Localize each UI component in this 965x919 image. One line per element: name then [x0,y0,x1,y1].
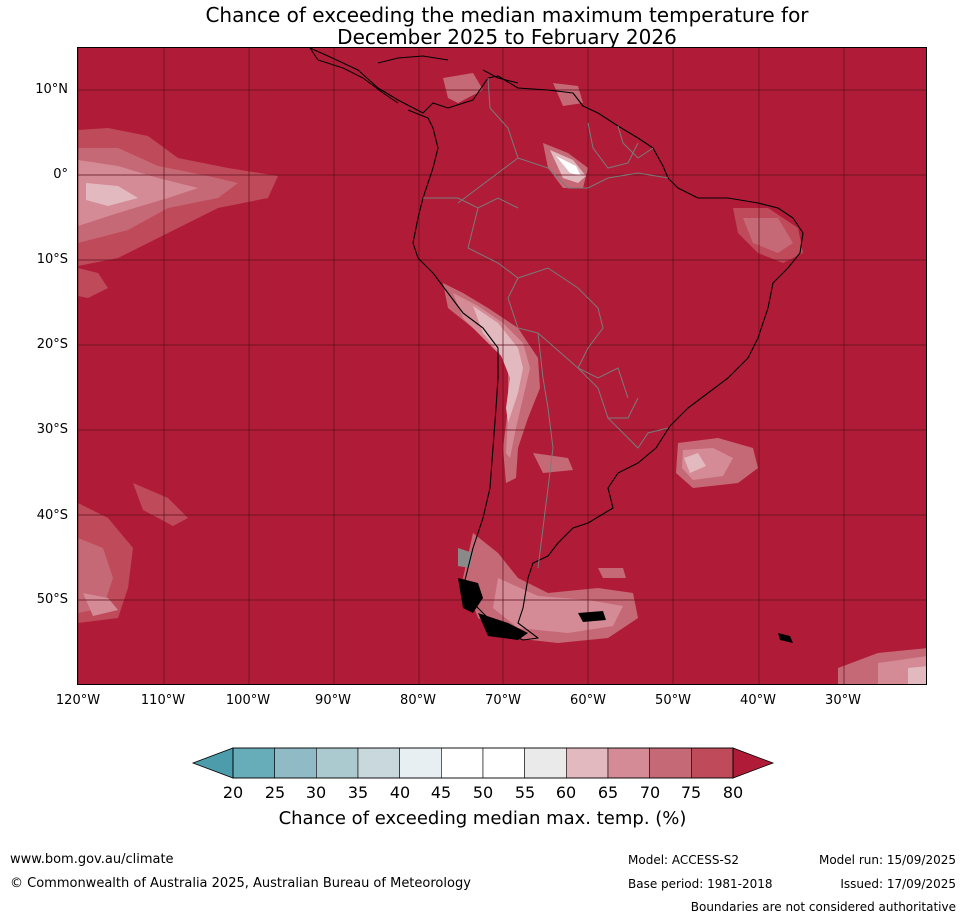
disclaimer-text: Boundaries are not considered authoritat… [690,900,956,914]
colorbar [191,747,775,779]
southern-islands [458,578,793,643]
lon-label-90w: 90°W [315,693,351,708]
colorbar-segment [399,747,442,779]
south-atlantic-anomaly [676,438,758,488]
colorbar-tick-65: 65 [597,783,619,802]
colorbar-segment [566,747,609,779]
lon-label-100w: 100°W [225,693,271,708]
colorbar-segment [316,747,359,779]
lat-label-0: 0° [53,167,68,182]
colorbar-segment [232,747,275,779]
colorbar-tick-80: 80 [722,783,744,802]
issued-text: Issued: 17/09/2025 [840,877,956,891]
lat-label-10n: 10°N [35,82,68,97]
central-america-coastline [309,48,399,104]
colorbar-segment [607,747,650,779]
graticule [78,48,926,684]
colorbar-tick-20: 20 [222,783,244,802]
lon-label-80w: 80°W [400,693,436,708]
south-america-coastline [309,48,804,641]
colorbar-segment [441,747,484,779]
colorbar-tick-70: 70 [639,783,661,802]
lat-label-10s: 10°S [36,252,68,267]
lon-label-60w: 60°W [570,693,606,708]
title-line-2: December 2025 to February 2026 [337,25,677,49]
colorbar-tick-35: 35 [347,783,369,802]
lon-label-120w: 120°W [55,693,101,708]
map-canvas [78,48,926,684]
colorbar-frame [232,747,734,779]
colorbar-segment [274,747,317,779]
map-panel [77,47,927,685]
lon-label-30w: 30°W [825,693,861,708]
colorbar-tick-75: 75 [680,783,702,802]
title-line-1: Chance of exceeding the median maximum t… [205,3,809,27]
country-borders [423,77,669,569]
colorbar-tick-50: 50 [472,783,494,802]
colorbar-tick-45: 45 [430,783,452,802]
website-link[interactable]: www.bom.gov.au/climate [10,852,174,867]
model-text: Model: ACCESS-S2 [628,853,740,867]
colorbar-tick-25: 25 [264,783,286,802]
pacific-anomaly-region [78,128,278,298]
copyright-text: © Commonwealth of Australia 2025, Austra… [10,876,471,891]
colorbar-low-extend [191,747,234,779]
colorbar-high-extend [732,747,775,779]
colorbar-segment [524,747,567,779]
southeast-atlantic-anomaly [838,648,926,684]
lat-label-20s: 20°S [36,337,68,352]
northeast-brazil-anomaly [733,208,803,263]
base-period-text: Base period: 1981-2018 [628,877,773,891]
lat-label-30s: 30°S [36,422,68,437]
colorbar-segments [232,747,734,779]
lon-label-50w: 50°W [655,693,691,708]
lon-label-110w: 110°W [140,693,186,708]
lat-label-50s: 50°S [36,592,68,607]
colorbar-tick-40: 40 [389,783,411,802]
colorbar-tick-60: 60 [555,783,577,802]
southwest-pacific-anomaly [78,483,188,623]
lat-label-40s: 40°S [36,508,68,523]
colorbar-segment [649,747,692,779]
lon-label-40w: 40°W [740,693,776,708]
caribbean-coastline [377,55,519,84]
andes-anomaly-band [443,283,540,483]
lon-label-70w: 70°W [485,693,521,708]
colorbar-segment [482,747,525,779]
colorbar-tick-55: 55 [514,783,536,802]
model-run-text: Model run: 15/09/2025 [818,853,956,867]
colorbar-label: Chance of exceeding median max. temp. (%… [278,808,687,829]
colorbar-tick-30: 30 [305,783,327,802]
colorbar-segment [357,747,400,779]
map-title: Chance of exceeding the median maximum t… [0,4,965,48]
colorbar-segment [691,747,734,779]
